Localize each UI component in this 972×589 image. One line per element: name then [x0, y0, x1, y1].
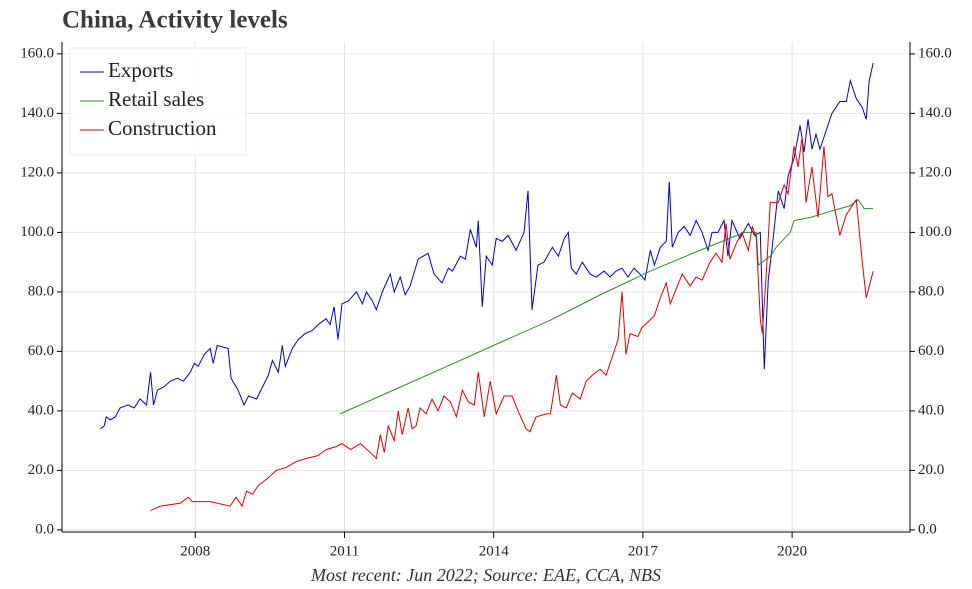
- series-line: [339, 198, 874, 415]
- y2-tick-label: 60.0: [918, 343, 944, 359]
- legend-box: [69, 47, 247, 156]
- y-tick-label: 0.0: [35, 521, 54, 537]
- y-tick-label: 60.0: [28, 343, 54, 359]
- y-tick-label: 160.0: [20, 45, 54, 61]
- x-tick-label: 2011: [330, 543, 359, 559]
- y2-tick-label: 0.0: [918, 521, 937, 537]
- y2-tick-label: 120.0: [918, 164, 952, 180]
- y2-tick-label: 160.0: [918, 45, 952, 61]
- y-tick-label: 20.0: [28, 462, 54, 478]
- x-tick-label: 2008: [180, 543, 210, 559]
- y-tick-label: 100.0: [20, 224, 54, 240]
- series-line: [100, 62, 874, 430]
- legend-label: Exports: [108, 58, 173, 82]
- series-line: [150, 137, 874, 512]
- y2-tick-label: 20.0: [918, 462, 944, 478]
- y-tick-label: 80.0: [28, 283, 54, 299]
- x-tick-label: 2017: [628, 543, 659, 559]
- legend: Exports Retail sales Construction: [69, 47, 247, 156]
- y2-tick-label: 40.0: [918, 402, 944, 418]
- chart-title: China, Activity levels: [62, 7, 288, 34]
- y-tick-label: 120.0: [20, 164, 54, 180]
- y2-tick-label: 80.0: [918, 283, 944, 299]
- footnote: Most recent: Jun 2022; Source: EAE, CCA,…: [310, 565, 661, 585]
- y-tick-label: 140.0: [20, 105, 54, 121]
- y-tick-label: 40.0: [28, 402, 54, 418]
- y2-tick-label: 140.0: [918, 105, 952, 121]
- legend-label: Retail sales: [108, 87, 204, 111]
- legend-label: Construction: [108, 116, 217, 140]
- x-tick-label: 2020: [777, 543, 807, 559]
- y2-tick-label: 100.0: [918, 224, 952, 240]
- x-tick-label: 2014: [479, 543, 510, 559]
